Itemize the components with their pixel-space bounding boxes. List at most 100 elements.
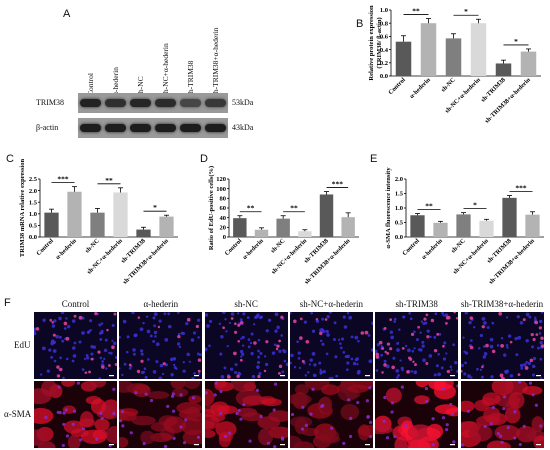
nucleus bbox=[61, 339, 65, 343]
nucleus bbox=[103, 357, 106, 361]
bar bbox=[433, 222, 448, 237]
nucleus bbox=[530, 345, 534, 349]
edu-positive-cell bbox=[196, 324, 200, 329]
nucleus bbox=[259, 352, 262, 356]
nucleus bbox=[39, 373, 43, 376]
sma-cell bbox=[521, 386, 542, 396]
nucleus bbox=[277, 349, 282, 354]
sma-cell bbox=[204, 429, 216, 438]
nucleus bbox=[197, 435, 201, 439]
nucleus bbox=[52, 349, 57, 353]
x-tick-label: Control bbox=[401, 237, 421, 257]
nucleus bbox=[538, 340, 543, 345]
nucleus bbox=[99, 356, 103, 360]
nucleus bbox=[463, 361, 467, 365]
nucleus bbox=[472, 326, 475, 329]
edu-image bbox=[375, 312, 459, 379]
y-tick-label: 1.5 bbox=[395, 191, 404, 198]
nucleus bbox=[146, 329, 151, 334]
nucleus bbox=[179, 425, 183, 429]
y-axis-label: Relative protein expression bbox=[368, 5, 375, 81]
bar bbox=[341, 217, 355, 237]
significance-label: * bbox=[153, 203, 157, 212]
edu-positive-cell bbox=[73, 314, 77, 318]
sma-cell bbox=[508, 391, 524, 409]
nucleus bbox=[481, 317, 485, 321]
nucleus bbox=[235, 411, 239, 416]
nucleus bbox=[501, 406, 505, 411]
nucleus bbox=[274, 312, 278, 317]
blot-lane-label: α-hederin bbox=[110, 67, 120, 96]
sma-cell bbox=[181, 418, 203, 436]
nucleus bbox=[257, 371, 262, 376]
edu-positive-cell bbox=[198, 358, 202, 362]
nucleus bbox=[516, 315, 520, 319]
blot-protein-label: β-actin bbox=[36, 123, 59, 132]
nucleus bbox=[396, 348, 401, 352]
scale-bar bbox=[535, 444, 541, 446]
nucleus bbox=[522, 424, 526, 428]
bar bbox=[520, 51, 537, 76]
sma-cell bbox=[407, 424, 434, 440]
nucleus bbox=[405, 344, 408, 348]
nucleus bbox=[256, 349, 260, 353]
nucleus bbox=[76, 381, 81, 385]
scale-bar bbox=[194, 444, 200, 446]
scale-bar bbox=[450, 444, 456, 446]
nucleus bbox=[483, 351, 487, 356]
edu-positive-cell bbox=[318, 331, 323, 336]
edu-positive-cell bbox=[114, 362, 117, 367]
nucleus bbox=[281, 349, 285, 352]
nucleus bbox=[469, 339, 473, 342]
nucleus bbox=[322, 369, 326, 374]
nucleus bbox=[328, 312, 332, 314]
nucleus bbox=[297, 357, 301, 360]
edu-positive-cell bbox=[279, 315, 284, 319]
bar bbox=[525, 214, 540, 237]
nucleus bbox=[239, 349, 243, 354]
nucleus bbox=[57, 385, 61, 389]
nucleus bbox=[86, 356, 90, 360]
nucleus bbox=[152, 340, 156, 343]
nucleus bbox=[400, 385, 405, 389]
image-column-label: sh-NC+α-hederin bbox=[299, 299, 364, 309]
nucleus bbox=[308, 363, 311, 366]
nucleus bbox=[265, 329, 269, 333]
nucleus bbox=[144, 392, 148, 396]
edu-positive-cell bbox=[90, 357, 94, 361]
nucleus bbox=[421, 344, 426, 348]
nucleus bbox=[445, 423, 450, 427]
nucleus bbox=[519, 367, 523, 370]
nucleus bbox=[531, 373, 535, 377]
sma-image bbox=[289, 381, 373, 448]
nucleus bbox=[417, 348, 421, 351]
nucleus bbox=[263, 355, 266, 358]
sma-cell bbox=[119, 437, 129, 448]
nucleus bbox=[205, 324, 210, 328]
nucleus bbox=[516, 335, 521, 340]
nucleus bbox=[100, 416, 104, 421]
bar bbox=[470, 23, 487, 76]
nucleus bbox=[319, 368, 322, 371]
nucleus bbox=[237, 408, 241, 413]
nucleus bbox=[301, 405, 305, 409]
nucleus bbox=[230, 312, 234, 316]
nucleus bbox=[108, 351, 111, 354]
edu-positive-cell bbox=[256, 374, 261, 379]
nucleus bbox=[175, 367, 178, 371]
nucleus bbox=[255, 388, 259, 392]
nucleus bbox=[522, 363, 527, 367]
nucleus bbox=[126, 335, 130, 339]
edu-positive-cell bbox=[434, 348, 438, 353]
x-tick-label: sh-NC bbox=[269, 237, 286, 254]
nucleus bbox=[442, 314, 445, 317]
significance-label: * bbox=[464, 7, 468, 16]
x-tick-label: α-hederin bbox=[241, 237, 265, 261]
y-tick-label: 0 bbox=[223, 234, 226, 241]
nucleus bbox=[513, 336, 518, 341]
edu-positive-cell bbox=[113, 312, 117, 316]
bar bbox=[410, 215, 425, 237]
nucleus bbox=[218, 389, 223, 394]
nucleus bbox=[255, 365, 260, 369]
x-tick-label: sh-NC bbox=[84, 237, 101, 254]
